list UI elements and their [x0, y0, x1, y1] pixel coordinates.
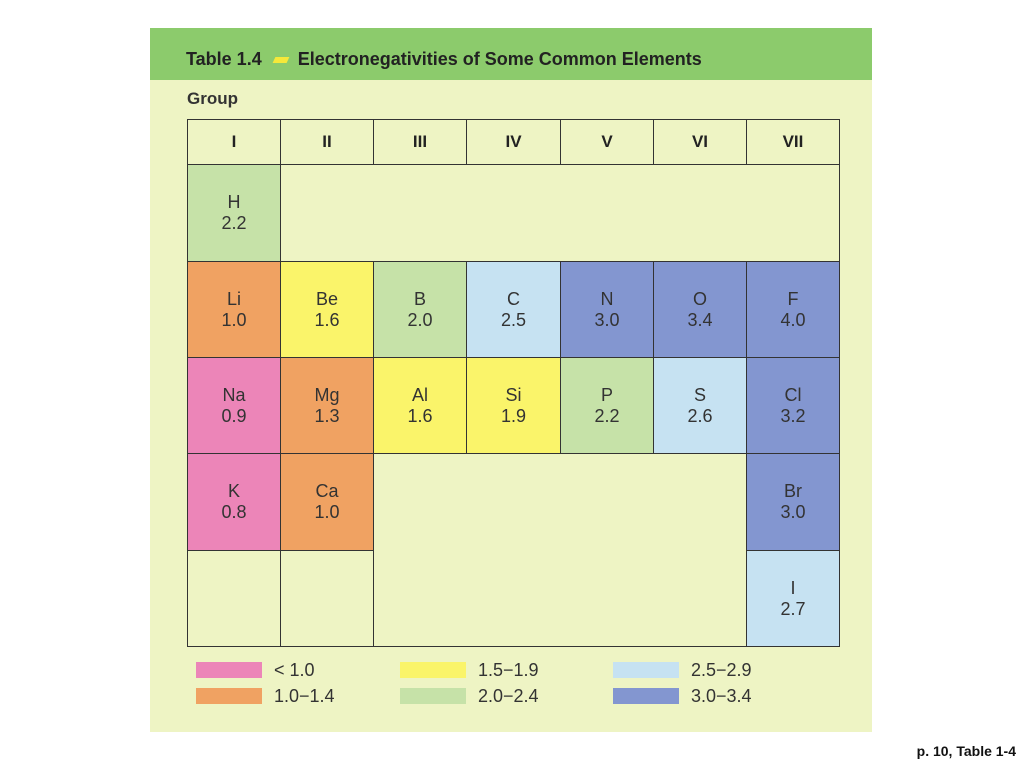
element-cell-F: F 4.0 [746, 261, 840, 358]
element-cell-S: S 2.6 [653, 357, 747, 454]
legend-item: < 1.0 [196, 659, 315, 681]
element-symbol: Na [222, 384, 246, 405]
element-symbol: I [790, 577, 796, 598]
legend-item: 2.0−2.4 [400, 685, 539, 707]
legend-label: < 1.0 [274, 659, 315, 680]
legend-item: 1.5−1.9 [400, 659, 539, 681]
element-symbol: Be [315, 288, 339, 309]
group-header-6: VI [653, 119, 747, 165]
legend-swatch [400, 662, 466, 678]
element-value: 2.2 [594, 405, 620, 426]
element-symbol: Br [784, 481, 802, 501]
legend-swatch [613, 688, 679, 704]
element-value: 2.7 [780, 598, 806, 619]
element-value: 3.0 [594, 309, 620, 330]
group-header-4: IV [466, 119, 561, 165]
color-legend: < 1.0 1.0−1.4 1.5−1.9 2.0−2.4 2.5−2.9 3.… [196, 659, 816, 709]
element-value: 3.0 [780, 502, 806, 522]
legend-swatch [196, 688, 262, 704]
element-cell-O: O 3.4 [653, 261, 747, 358]
table-number: Table 1.4 [186, 49, 262, 69]
legend-label: 2.5−2.9 [691, 659, 752, 680]
element-cell-Mg: Mg 1.3 [280, 357, 374, 454]
table-title-text: Electronegativities of Some Common Eleme… [297, 49, 702, 69]
element-symbol: Cl [784, 384, 802, 405]
element-symbol: Li [226, 288, 241, 309]
element-value: 3.4 [687, 309, 713, 330]
group-label: Group [187, 89, 238, 108]
element-cell-Ca: Ca 1.0 [280, 453, 374, 551]
legend-label: 2.0−2.4 [478, 685, 539, 706]
element-value: 0.9 [221, 405, 247, 426]
title-separator-icon [272, 57, 290, 64]
element-value: 1.0 [221, 309, 247, 330]
group-header-1: I [187, 119, 281, 165]
element-cell-Li: Li 1.0 [187, 261, 281, 358]
empty-cell-group2-row5 [280, 550, 374, 647]
element-symbol: N [600, 288, 614, 309]
empty-region-center [373, 453, 747, 647]
element-symbol: Mg [314, 384, 340, 405]
element-cell-K: K 0.8 [187, 453, 281, 551]
empty-region-row1 [280, 164, 840, 262]
element-symbol: P [600, 384, 613, 405]
legend-item: 3.0−3.4 [613, 685, 752, 707]
element-value: 2.5 [500, 309, 527, 330]
element-cell-I: I 2.7 [746, 550, 840, 647]
title-bar [150, 28, 872, 80]
element-value: 1.6 [407, 405, 433, 426]
element-value: 1.0 [314, 502, 340, 522]
page-caption: p. 10, Table 1-4 [916, 743, 1016, 759]
element-value: 3.2 [780, 405, 806, 426]
legend-swatch [400, 688, 466, 704]
group-header-5: V [560, 119, 654, 165]
legend-label: 1.5−1.9 [478, 659, 539, 680]
element-value: 2.6 [687, 405, 713, 426]
element-symbol: B [413, 288, 426, 309]
element-symbol: F [787, 288, 799, 309]
electronegativity-grid: I II III IV V VI VII H 2.2 Li 1.0 Be 1.6… [187, 119, 840, 647]
element-value: 1.9 [500, 405, 527, 426]
element-symbol: H [227, 192, 241, 212]
element-symbol: Ca [315, 481, 339, 501]
legend-item: 2.5−2.9 [613, 659, 752, 681]
group-header-3: III [373, 119, 467, 165]
empty-cell-group1-row5 [187, 550, 281, 647]
element-cell-Be: Be 1.6 [280, 261, 374, 358]
element-symbol: Al [411, 384, 428, 405]
element-cell-Al: Al 1.6 [373, 357, 467, 454]
element-cell-H: H 2.2 [187, 164, 281, 262]
element-value: 1.3 [314, 405, 340, 426]
element-value: 0.8 [221, 502, 247, 522]
element-symbol: Si [505, 384, 522, 405]
element-value: 4.0 [780, 309, 806, 330]
element-cell-Si: Si 1.9 [466, 357, 561, 454]
element-cell-Br: Br 3.0 [746, 453, 840, 551]
element-value: 2.0 [407, 309, 433, 330]
element-cell-B: B 2.0 [373, 261, 467, 358]
group-header-2: II [280, 119, 374, 165]
element-cell-Cl: Cl 3.2 [746, 357, 840, 454]
element-cell-N: N 3.0 [560, 261, 654, 358]
legend-label: 1.0−1.4 [274, 685, 335, 706]
element-cell-Na: Na 0.9 [187, 357, 281, 454]
element-symbol: K [227, 481, 240, 501]
element-cell-P: P 2.2 [560, 357, 654, 454]
element-symbol: C [507, 288, 520, 309]
element-symbol: O [692, 288, 707, 309]
legend-label: 3.0−3.4 [691, 685, 752, 706]
table-title: Table 1.4 Electronegativities of Some Com… [186, 48, 702, 70]
element-symbol: S [693, 384, 706, 405]
element-value: 1.6 [314, 309, 340, 330]
legend-swatch [196, 662, 262, 678]
legend-item: 1.0−1.4 [196, 685, 335, 707]
group-header-7: VII [746, 119, 840, 165]
legend-swatch [613, 662, 679, 678]
element-value: 2.2 [221, 213, 247, 233]
element-cell-C: C 2.5 [466, 261, 561, 358]
